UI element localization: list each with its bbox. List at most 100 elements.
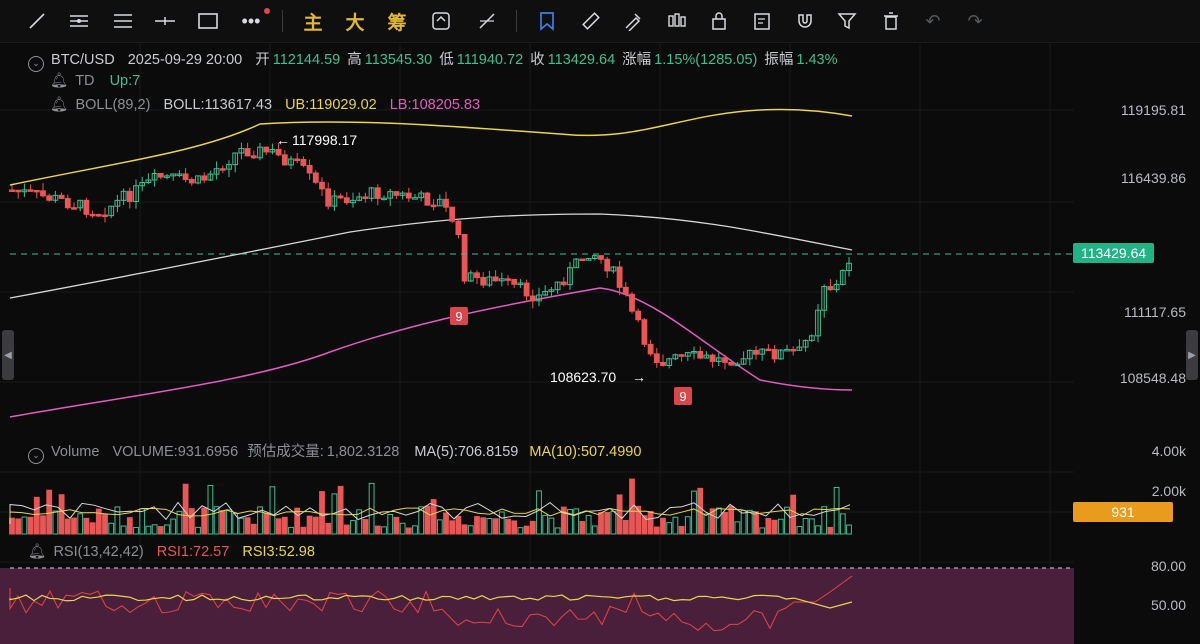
- volume-bar: [703, 513, 710, 535]
- magnet-icon[interactable]: [790, 6, 820, 36]
- volume-bar: [362, 519, 369, 535]
- horizontal-line-icon[interactable]: [150, 6, 180, 36]
- more-icon[interactable]: •••: [241, 10, 261, 31]
- volume-bar: [740, 509, 747, 535]
- candle: [833, 283, 840, 291]
- candle: [182, 173, 189, 181]
- volume-bar: [430, 499, 437, 535]
- hlines-icon[interactable]: [64, 6, 94, 36]
- volume-bars: [9, 478, 852, 535]
- candle: [226, 164, 232, 170]
- volume-legend[interactable]: ⌄ Volume VOLUME:931.6956 预估成交量: 1,802.312…: [28, 440, 644, 464]
- volume-bar: [585, 515, 592, 535]
- volume-bar: [691, 490, 697, 535]
- volume-bar: [393, 516, 400, 535]
- candle: [263, 146, 270, 153]
- channel-icon[interactable]: [108, 6, 138, 36]
- volume-bar: [151, 524, 158, 535]
- rsi-axis-label: 50.00: [1150, 597, 1186, 613]
- scroll-right-handle[interactable]: ▶: [1186, 330, 1198, 380]
- rsi3-line: [9, 594, 853, 609]
- close-value: 113429.64: [547, 52, 616, 68]
- undo-icon[interactable]: ↶: [925, 10, 941, 31]
- collapse-icon[interactable]: ⌄: [28, 56, 44, 72]
- candle: [393, 191, 400, 196]
- volume-est-label: 预估成交量:: [247, 444, 324, 460]
- drawing-toolbar: ••• 主 大 筹 ↶ ↷: [0, 0, 1200, 43]
- ruler-icon[interactable]: [576, 6, 606, 36]
- candle: [188, 179, 195, 184]
- delete-icon[interactable]: [876, 6, 906, 36]
- candle: [635, 310, 642, 321]
- svg-text:9: 9: [455, 309, 462, 324]
- volume-bar: [89, 522, 96, 535]
- bell-icon: 🔔︎: [28, 544, 47, 560]
- volume-bar: [796, 525, 803, 535]
- chip-distribution-button[interactable]: 筹: [387, 12, 407, 34]
- volume-bar: [9, 517, 15, 535]
- volume-bar: [443, 512, 449, 535]
- candle: [486, 276, 493, 286]
- toolbar-divider: [516, 10, 517, 32]
- flag-icon[interactable]: [532, 6, 562, 36]
- td-legend[interactable]: 🔔︎ TD Up:7: [50, 72, 143, 89]
- close-label: 收: [530, 52, 545, 68]
- volume-bar: [232, 513, 239, 535]
- price-axis-label: 111117.65: [1123, 304, 1186, 320]
- candle: [567, 267, 573, 286]
- td-mark-1: 9: [450, 307, 468, 325]
- volume-bar: [753, 511, 759, 535]
- clear-drawings-icon[interactable]: [472, 6, 502, 36]
- candle: [126, 190, 133, 202]
- price-chart[interactable]: 9 9 ← 117998.17 108623.70 →: [0, 42, 1200, 644]
- candle: [195, 175, 201, 184]
- volume-bar: [170, 518, 177, 535]
- volume-bar: [33, 496, 40, 535]
- volume-bar: [784, 506, 790, 535]
- candle: [430, 204, 437, 208]
- high-label: 高: [347, 52, 362, 68]
- scroll-left-handle[interactable]: ◀: [2, 330, 14, 380]
- volume-bar: [622, 519, 629, 535]
- volume-bar: [746, 509, 753, 535]
- indicator-icon[interactable]: [426, 6, 456, 36]
- boll-legend[interactable]: 🔔︎ BOLL(89,2) BOLL:113617.43 UB:119029.0…: [50, 96, 483, 113]
- big-order-button[interactable]: 大: [345, 12, 365, 34]
- candle: [653, 353, 660, 363]
- trendline-icon[interactable]: [22, 6, 52, 36]
- candle: [436, 198, 443, 207]
- candle: [133, 185, 139, 202]
- volume-bar: [424, 505, 431, 535]
- brush-icon[interactable]: [618, 6, 648, 36]
- candle: [523, 282, 530, 297]
- redo-icon[interactable]: ↷: [967, 10, 983, 31]
- candle: [517, 282, 524, 286]
- candle: [467, 272, 474, 282]
- volume-bar: [157, 526, 164, 535]
- volume-bar: [672, 516, 679, 535]
- volume-bar: [275, 518, 282, 535]
- candle: [102, 214, 108, 218]
- candle: [275, 148, 282, 156]
- volume-bar: [560, 506, 567, 535]
- volume-bar: [455, 515, 462, 535]
- volume-bar: [542, 514, 549, 535]
- candle: [660, 361, 666, 367]
- collapse-icon[interactable]: ⌄: [28, 448, 44, 464]
- volume-bar: [765, 518, 772, 535]
- volume-bar: [418, 506, 425, 535]
- rectangle-icon[interactable]: [193, 6, 223, 36]
- filter-icon[interactable]: [832, 6, 862, 36]
- volume-bar: [486, 518, 493, 535]
- change-label: 涨幅: [622, 52, 652, 68]
- lock-icon[interactable]: [704, 6, 734, 36]
- rsi-legend[interactable]: 🔔︎ RSI(13,42,42) RSI1:72.57 RSI3:52.98: [28, 543, 318, 560]
- main-chart-button[interactable]: 主: [303, 12, 323, 34]
- volume-bar: [325, 522, 332, 535]
- candle: [455, 220, 462, 235]
- volume-bar: [350, 520, 356, 535]
- candle: [52, 194, 59, 201]
- candle: [164, 175, 170, 178]
- note-icon[interactable]: [748, 6, 778, 36]
- candle-style-icon[interactable]: [662, 6, 692, 36]
